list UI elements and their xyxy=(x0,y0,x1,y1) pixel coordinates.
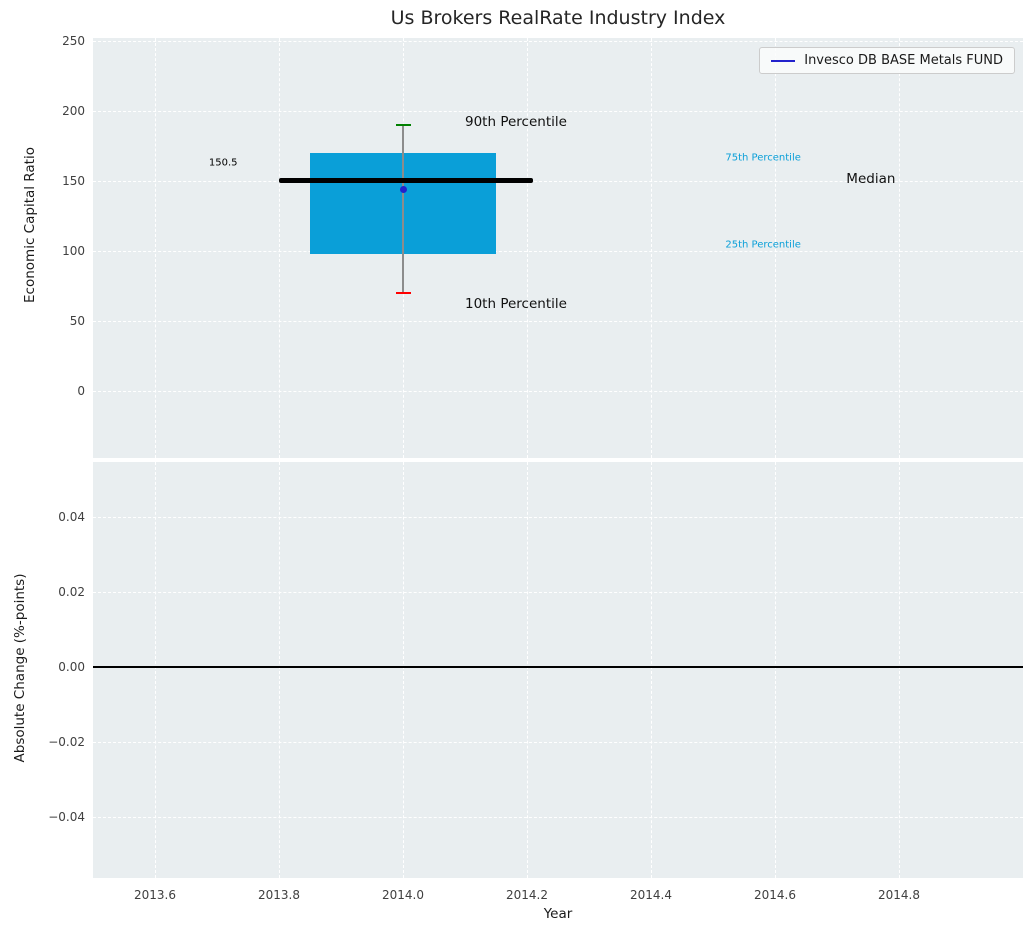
y-tick-label: 200 xyxy=(62,103,85,118)
y-tick-label: 0 xyxy=(77,383,85,398)
gridline-horizontal xyxy=(93,390,1023,392)
y-tick-label: 50 xyxy=(69,313,85,328)
x-axis-label: Year xyxy=(543,906,573,922)
gridline-vertical xyxy=(775,462,776,878)
gridline-horizontal xyxy=(93,40,1023,42)
y-tick-label: 0.04 xyxy=(58,510,85,525)
annotation-p25: 25th Percentile xyxy=(725,239,801,251)
y-tick-label: 250 xyxy=(62,33,85,48)
annotation-median-value: 150.5 xyxy=(208,157,238,169)
gridline-vertical xyxy=(527,38,528,458)
top-axes: 150.5 90th Percentile 10th Percentile 75th … xyxy=(93,38,1023,458)
x-tick-label: 2014.0 xyxy=(382,888,424,902)
gridline-vertical xyxy=(155,38,156,458)
x-tick-label: 2013.8 xyxy=(258,888,300,902)
whisker-line xyxy=(402,124,404,293)
gridline-vertical xyxy=(155,462,156,878)
gridline-horizontal xyxy=(93,250,1023,252)
p10-cap xyxy=(395,291,411,294)
gridline-vertical xyxy=(899,462,900,878)
bottom-axes xyxy=(93,462,1023,878)
x-tick-label: 2013.6 xyxy=(134,888,176,902)
x-tick-label: 2014.8 xyxy=(878,888,920,902)
gridline-horizontal xyxy=(93,180,1023,182)
legend-label: Invesco DB BASE Metals FUND xyxy=(804,53,1003,68)
gridline-vertical xyxy=(279,462,280,878)
gridline-horizontal xyxy=(93,816,1023,818)
y-tick-label: −0.04 xyxy=(48,809,85,824)
legend: Invesco DB BASE Metals FUND xyxy=(759,47,1015,74)
y-tick-label: 100 xyxy=(62,243,85,258)
p90-cap xyxy=(395,123,411,126)
y-axis-label-top: Economic Capital Ratio xyxy=(22,147,38,303)
gridline-horizontal xyxy=(93,320,1023,322)
gridline-vertical xyxy=(651,462,652,878)
gridline-horizontal xyxy=(93,741,1023,743)
gridline-vertical xyxy=(775,38,776,458)
gridline-horizontal xyxy=(93,110,1023,112)
x-tick-label: 2014.6 xyxy=(754,888,796,902)
gridline-horizontal xyxy=(93,517,1023,519)
x-tick-label: 2014.2 xyxy=(506,888,548,902)
annotation-p90: 90th Percentile xyxy=(465,114,567,130)
gridline-vertical xyxy=(279,38,280,458)
gridline-vertical xyxy=(403,462,404,878)
gridline-vertical xyxy=(651,38,652,458)
y-tick-label: 150 xyxy=(62,173,85,188)
y-tick-label: −0.02 xyxy=(48,734,85,749)
y-tick-label: 0.02 xyxy=(58,585,85,600)
annotation-p75: 75th Percentile xyxy=(725,152,801,164)
gridline-horizontal xyxy=(93,592,1023,594)
x-tick-label: 2014.4 xyxy=(630,888,672,902)
gridline-vertical xyxy=(527,462,528,878)
y-tick-label: 0.00 xyxy=(58,660,85,674)
annotation-median: Median xyxy=(846,171,896,188)
gridline-vertical xyxy=(899,38,900,458)
zero-line xyxy=(93,666,1023,668)
annotation-p10: 10th Percentile xyxy=(465,296,567,312)
chart-title: Us Brokers RealRate Industry Index xyxy=(390,7,726,29)
legend-line-swatch xyxy=(771,59,796,62)
median-line xyxy=(279,177,534,183)
fund-marker xyxy=(399,185,407,193)
